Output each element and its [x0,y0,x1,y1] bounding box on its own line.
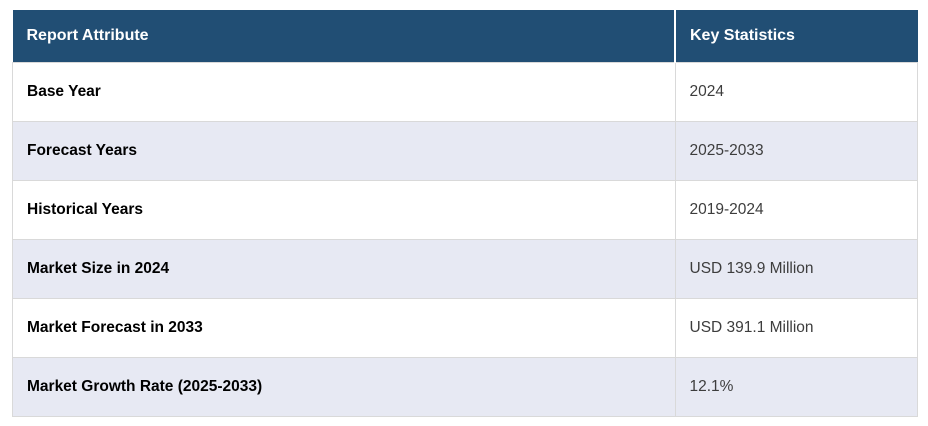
table-row: Base Year 2024 [12,62,918,122]
value-historical-years: 2019-2024 [674,180,918,240]
attribute-market-size-2024: Market Size in 2024 [12,239,676,299]
report-attributes-table: Report Attribute Key Statistics Base Yea… [12,10,918,417]
attribute-market-forecast-2033: Market Forecast in 2033 [12,298,676,358]
header-row: Report Attribute Key Statistics [12,10,918,63]
table-row: Market Size in 2024 USD 139.9 Million [12,239,918,299]
attribute-base-year: Base Year [12,62,676,122]
value-market-growth-rate: 12.1% [674,357,918,417]
value-forecast-years: 2025-2033 [674,121,918,181]
table-body: Base Year 2024 Forecast Years 2025-2033 … [12,62,918,417]
attribute-historical-years: Historical Years [12,180,676,240]
table-header: Report Attribute Key Statistics [12,10,918,63]
table-row: Forecast Years 2025-2033 [12,121,918,181]
table-row: Historical Years 2019-2024 [12,180,918,240]
value-market-forecast-2033: USD 391.1 Million [674,298,918,358]
attribute-market-growth-rate: Market Growth Rate (2025-2033) [12,357,676,417]
table-row: Market Growth Rate (2025-2033) 12.1% [12,357,918,417]
attribute-forecast-years: Forecast Years [12,121,676,181]
table-row: Market Forecast in 2033 USD 391.1 Millio… [12,298,918,358]
value-base-year: 2024 [674,62,918,122]
value-market-size-2024: USD 139.9 Million [674,239,918,299]
column-header-report-attribute: Report Attribute [12,10,676,63]
column-header-key-statistics: Key Statistics [675,10,918,63]
